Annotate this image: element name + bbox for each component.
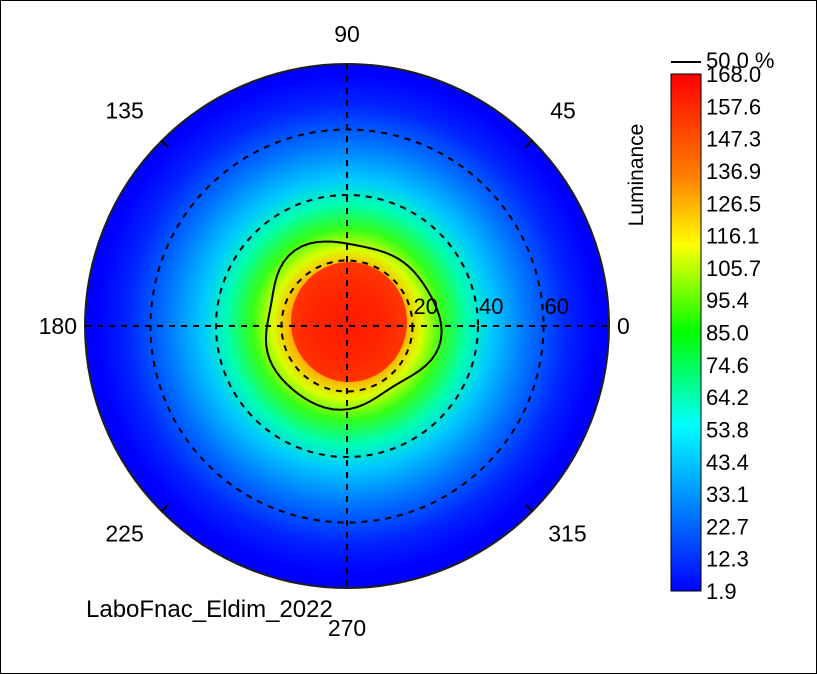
angle-label-45: 45 — [550, 98, 576, 124]
hotspot-core — [291, 262, 407, 382]
colorbar-tick-12: 43.4 — [706, 450, 749, 475]
colorbar-tick-3: 136.9 — [706, 159, 761, 184]
radial-label-60: 60 — [545, 294, 569, 319]
angle-tick-45 — [525, 140, 533, 148]
footer-label: LaboFnac_Eldim_2022 — [86, 596, 333, 623]
angle-label-90: 90 — [334, 21, 360, 47]
fifty-percent-contour — [264, 240, 443, 411]
colorbar-tick-10: 64.2 — [706, 385, 749, 410]
angle-label-225: 225 — [105, 520, 143, 546]
contour-legend-label: 50.0 % — [706, 48, 775, 73]
radial-label-20: 20 — [414, 294, 438, 319]
colorbar-tick-6: 105.7 — [706, 256, 761, 281]
radial-labels: 20 40 60 — [414, 294, 569, 319]
colorbar-label: Luminance — [625, 124, 648, 227]
colorbar-tick-14: 22.7 — [706, 514, 749, 539]
angle-label-135: 135 — [105, 98, 143, 124]
colorbar-tick-5: 116.1 — [706, 224, 759, 249]
angle-tick-135 — [161, 140, 169, 148]
angle-labels: 90 45 0 315 270 225 180 135 — [39, 21, 630, 641]
angle-tick-225 — [161, 504, 169, 512]
colorbar-tick-7: 95.4 — [706, 288, 749, 313]
angle-tick-315 — [525, 504, 533, 512]
colorbar-tick-16: 1.9 — [706, 579, 737, 604]
colorbar-tick-13: 33.1 — [706, 482, 749, 507]
radial-grid-ring-40 — [215, 194, 479, 458]
colorbar-tick-0: 168.0 — [706, 62, 761, 87]
angle-label-315: 315 — [548, 520, 586, 546]
colorbar-tick-9: 74.6 — [706, 353, 749, 378]
polar-grid — [84, 63, 610, 589]
colorbar-tick-15: 12.3 — [706, 547, 749, 572]
colorbar-tick-1: 157.6 — [706, 94, 761, 119]
colorbar-tick-4: 126.5 — [706, 191, 761, 216]
colorbar-tick-11: 53.8 — [706, 417, 749, 442]
colorbar-gradient — [670, 73, 702, 592]
angle-label-180: 180 — [39, 313, 77, 339]
angle-label-270: 270 — [328, 615, 366, 641]
colorbar-tick-2: 147.3 — [706, 127, 761, 152]
colorbar-tick-8: 85.0 — [706, 321, 749, 346]
angle-label-0: 0 — [617, 313, 630, 339]
radial-label-40: 40 — [479, 294, 503, 319]
colorbar: 50.0 %168.0 157.6 147.3 136.9 126.5 116.1 105.… — [625, 48, 775, 604]
polar-plot-area — [85, 64, 609, 588]
